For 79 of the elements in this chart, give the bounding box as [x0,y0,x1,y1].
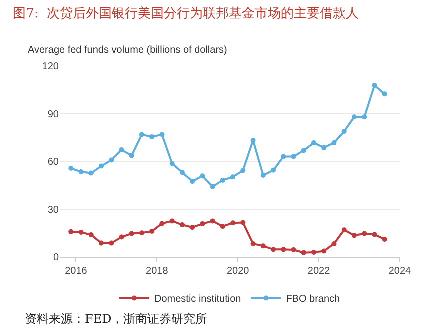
point [200,222,206,227]
point [139,230,144,236]
point [332,140,337,146]
point [382,236,388,242]
chart-title: 图7: 次贷后外国银行美国分行为联邦基金市场的主要借款人 [13,5,360,22]
point [372,83,378,88]
point [311,250,316,256]
point [301,250,306,256]
point [301,148,306,154]
point [260,244,266,249]
point [180,222,185,228]
point [190,225,196,230]
point [240,168,246,174]
point [220,178,226,183]
point [88,170,94,176]
point [119,234,124,240]
y-tick-label: 30 [48,204,60,216]
point [78,170,84,175]
point [220,224,226,230]
point [129,231,134,236]
point [98,240,104,246]
point [230,220,236,226]
point [68,166,74,171]
point [170,161,175,166]
point [68,229,74,234]
point [150,134,155,140]
point [190,179,196,184]
point [150,229,155,234]
legend-label: FBO branch [286,294,340,306]
point [291,154,296,160]
point [109,240,114,246]
point [240,220,246,226]
point [352,233,357,238]
point [170,218,175,224]
point [271,168,276,173]
x-tick-label: 2020 [226,266,250,277]
point [88,232,94,238]
x-tick-label: 2018 [146,266,169,277]
point [281,247,286,252]
point [119,148,124,153]
point [382,92,388,97]
y-tick-label: 90 [48,109,60,120]
point [260,173,266,178]
point [250,138,256,143]
y-tick-label: 0 [53,252,60,264]
point [200,174,206,179]
point [139,132,144,138]
point [210,218,216,224]
text: 资料来源：FED，浙商证券研究所 [25,312,208,326]
point [109,158,114,163]
point [210,184,216,190]
point [372,232,378,238]
point [281,154,286,160]
point [78,230,84,235]
y-tick-label: 120 [42,62,60,72]
point [160,132,165,138]
x-tick-label: 2022 [308,266,331,277]
x-tick-label: 2016 [65,266,88,277]
point [332,241,337,246]
point [322,248,327,254]
point [98,164,104,169]
point [362,114,368,120]
point [311,140,316,146]
point [160,221,165,226]
point [362,231,368,236]
point [230,174,236,180]
point [180,170,185,176]
point [250,241,256,246]
point [322,145,327,150]
point [291,248,296,252]
y-tick-label: 60 [48,157,60,168]
point [352,114,357,120]
point [129,153,134,158]
point [342,228,347,233]
point [271,247,276,252]
x-tick-label: 2024 [388,266,412,277]
y-axis-title: Average fed funds volume (billions of dollars) [28,45,228,56]
legend-label: Domestic institution [154,294,242,306]
point [342,129,347,134]
